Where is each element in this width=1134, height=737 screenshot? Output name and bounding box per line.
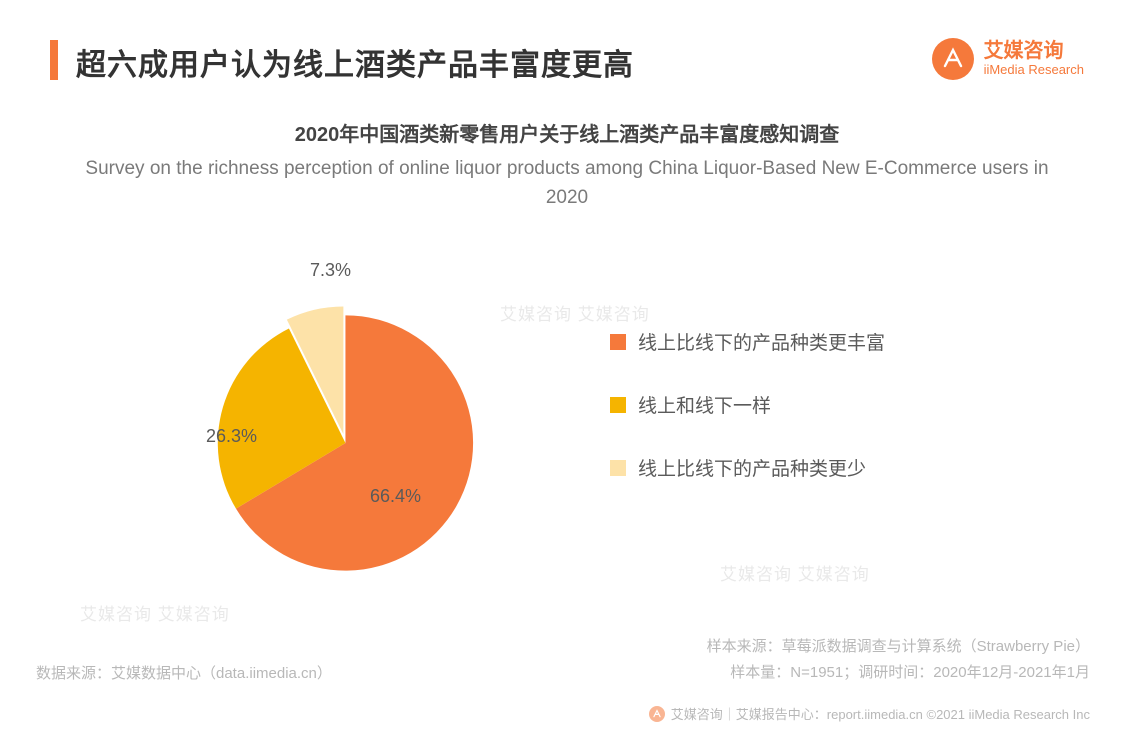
subtitle-en: Survey on the richness perception of onl… (80, 155, 1054, 212)
legend-swatch (610, 460, 626, 476)
logo-text-en: iiMedia Research (984, 63, 1084, 78)
logo-icon (932, 38, 974, 80)
pie-slice-label: 26.3% (206, 426, 257, 447)
subtitle: 2020年中国酒类新零售用户关于线上酒类产品丰富度感知调查 Survey on … (0, 118, 1134, 212)
legend: 线上比线下的产品种类更丰富线上和线下一样线上比线下的产品种类更少 (610, 328, 885, 517)
pie-canvas: 66.4% 26.3% 7.3% (200, 288, 480, 568)
logo-text: 艾媒咨询 iiMedia Research (984, 40, 1084, 78)
footer-sample-source: 样本来源：草莓派数据调查与计算系统（Strawberry Pie） (707, 634, 1090, 660)
logo-text-cn: 艾媒咨询 (984, 40, 1084, 63)
subtitle-cn: 2020年中国酒类新零售用户关于线上酒类产品丰富度感知调查 (80, 118, 1054, 147)
footer-source-right: 样本来源：草莓派数据调查与计算系统（Strawberry Pie） 样本量：N=… (707, 634, 1090, 685)
legend-label: 线上比线下的产品种类更少 (638, 454, 866, 481)
accent-bar (50, 40, 58, 80)
legend-item: 线上比线下的产品种类更丰富 (610, 328, 885, 355)
pie-slice-label: 66.4% (370, 486, 421, 507)
footer-source-left: 数据来源：艾媒数据中心（data.iimedia.cn） (36, 662, 332, 683)
footer-bar-prefix: 艾媒咨询｜ (671, 704, 736, 723)
footer-sample-size: 样本量：N=1951；调研时间：2020年12月-2021年1月 (707, 660, 1090, 686)
brand-logo: 艾媒咨询 iiMedia Research (932, 38, 1084, 80)
legend-item: 线上比线下的产品种类更少 (610, 454, 885, 481)
pie-slice-label: 7.3% (310, 260, 351, 281)
footer-copyright: 艾媒咨询｜ 艾媒报告中心：report.iimedia.cn ©2021 iiM… (649, 704, 1090, 723)
legend-swatch (610, 397, 626, 413)
logo-icon-small (649, 706, 665, 722)
footer-bar-text: 艾媒报告中心：report.iimedia.cn ©2021 iiMedia R… (736, 704, 1090, 723)
legend-label: 线上比线下的产品种类更丰富 (638, 328, 885, 355)
legend-swatch (610, 334, 626, 350)
logo-glyph (940, 46, 966, 72)
pie-chart: 66.4% 26.3% 7.3% 线上比线下的产品种类更丰富线上和线下一样线上比… (0, 258, 1134, 588)
page-title: 超六成用户认为线上酒类产品丰富度更高 (76, 40, 634, 84)
legend-label: 线上和线下一样 (638, 391, 771, 418)
legend-item: 线上和线下一样 (610, 391, 885, 418)
watermark: 艾媒咨询 艾媒咨询 (80, 600, 230, 625)
